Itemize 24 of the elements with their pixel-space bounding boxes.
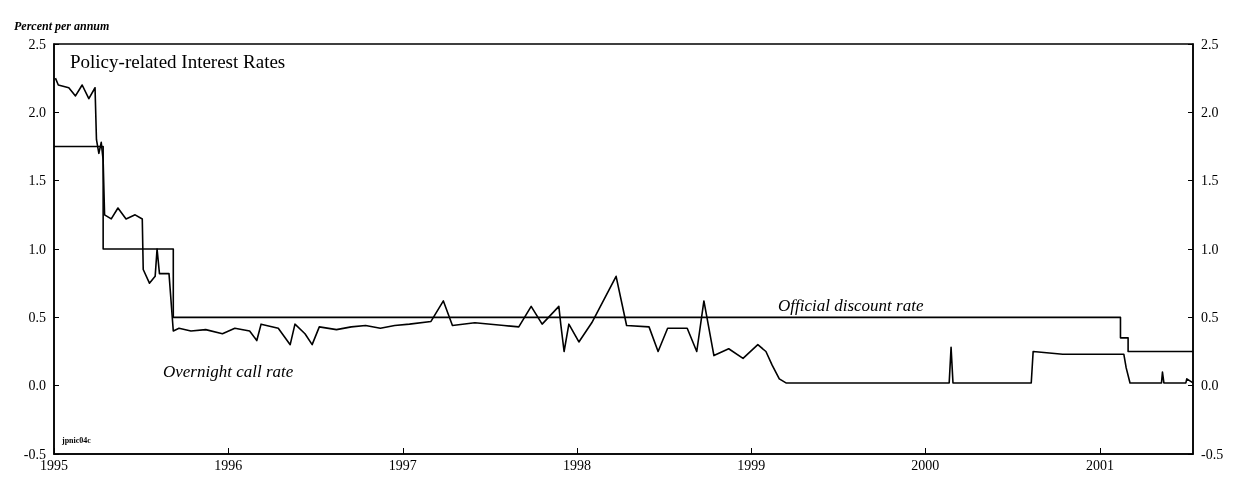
annotation: jpnic04c bbox=[61, 435, 92, 445]
x-tick-label: 2001 bbox=[1085, 457, 1114, 473]
y2-tick-label: 1.5 bbox=[1201, 173, 1219, 189]
y2-tick-label: 0.0 bbox=[1201, 378, 1219, 394]
x-tick-label: 2000 bbox=[911, 457, 940, 473]
x-tick-label: 1997 bbox=[388, 457, 417, 473]
y-tick-label: 0.5 bbox=[28, 309, 46, 325]
x-tick-label: 1998 bbox=[562, 457, 591, 473]
y-tick-label: 2.5 bbox=[28, 36, 46, 52]
y2-tick-label: 0.5 bbox=[1201, 309, 1219, 325]
x-tick-label: 1999 bbox=[737, 457, 766, 473]
y2-tick-label: 2.5 bbox=[1201, 36, 1219, 52]
y-tick-label: 1.5 bbox=[28, 173, 46, 189]
y-tick-label: 0.0 bbox=[28, 378, 46, 394]
y2-tick-label: -0.5 bbox=[1201, 446, 1224, 462]
series-label: Overnight call rate bbox=[163, 362, 294, 381]
y-tick-label: 2.0 bbox=[28, 104, 46, 120]
x-tick-label: 1996 bbox=[214, 457, 243, 473]
y-tick-label: 1.0 bbox=[28, 241, 46, 257]
series-label: Official discount rate bbox=[778, 296, 924, 315]
chart-title: Policy-related Interest Rates bbox=[70, 51, 286, 72]
y-axis-title: Percent per annum bbox=[14, 19, 110, 33]
y2-tick-label: 2.0 bbox=[1201, 104, 1219, 120]
y2-tick-label: 1.0 bbox=[1201, 241, 1219, 257]
